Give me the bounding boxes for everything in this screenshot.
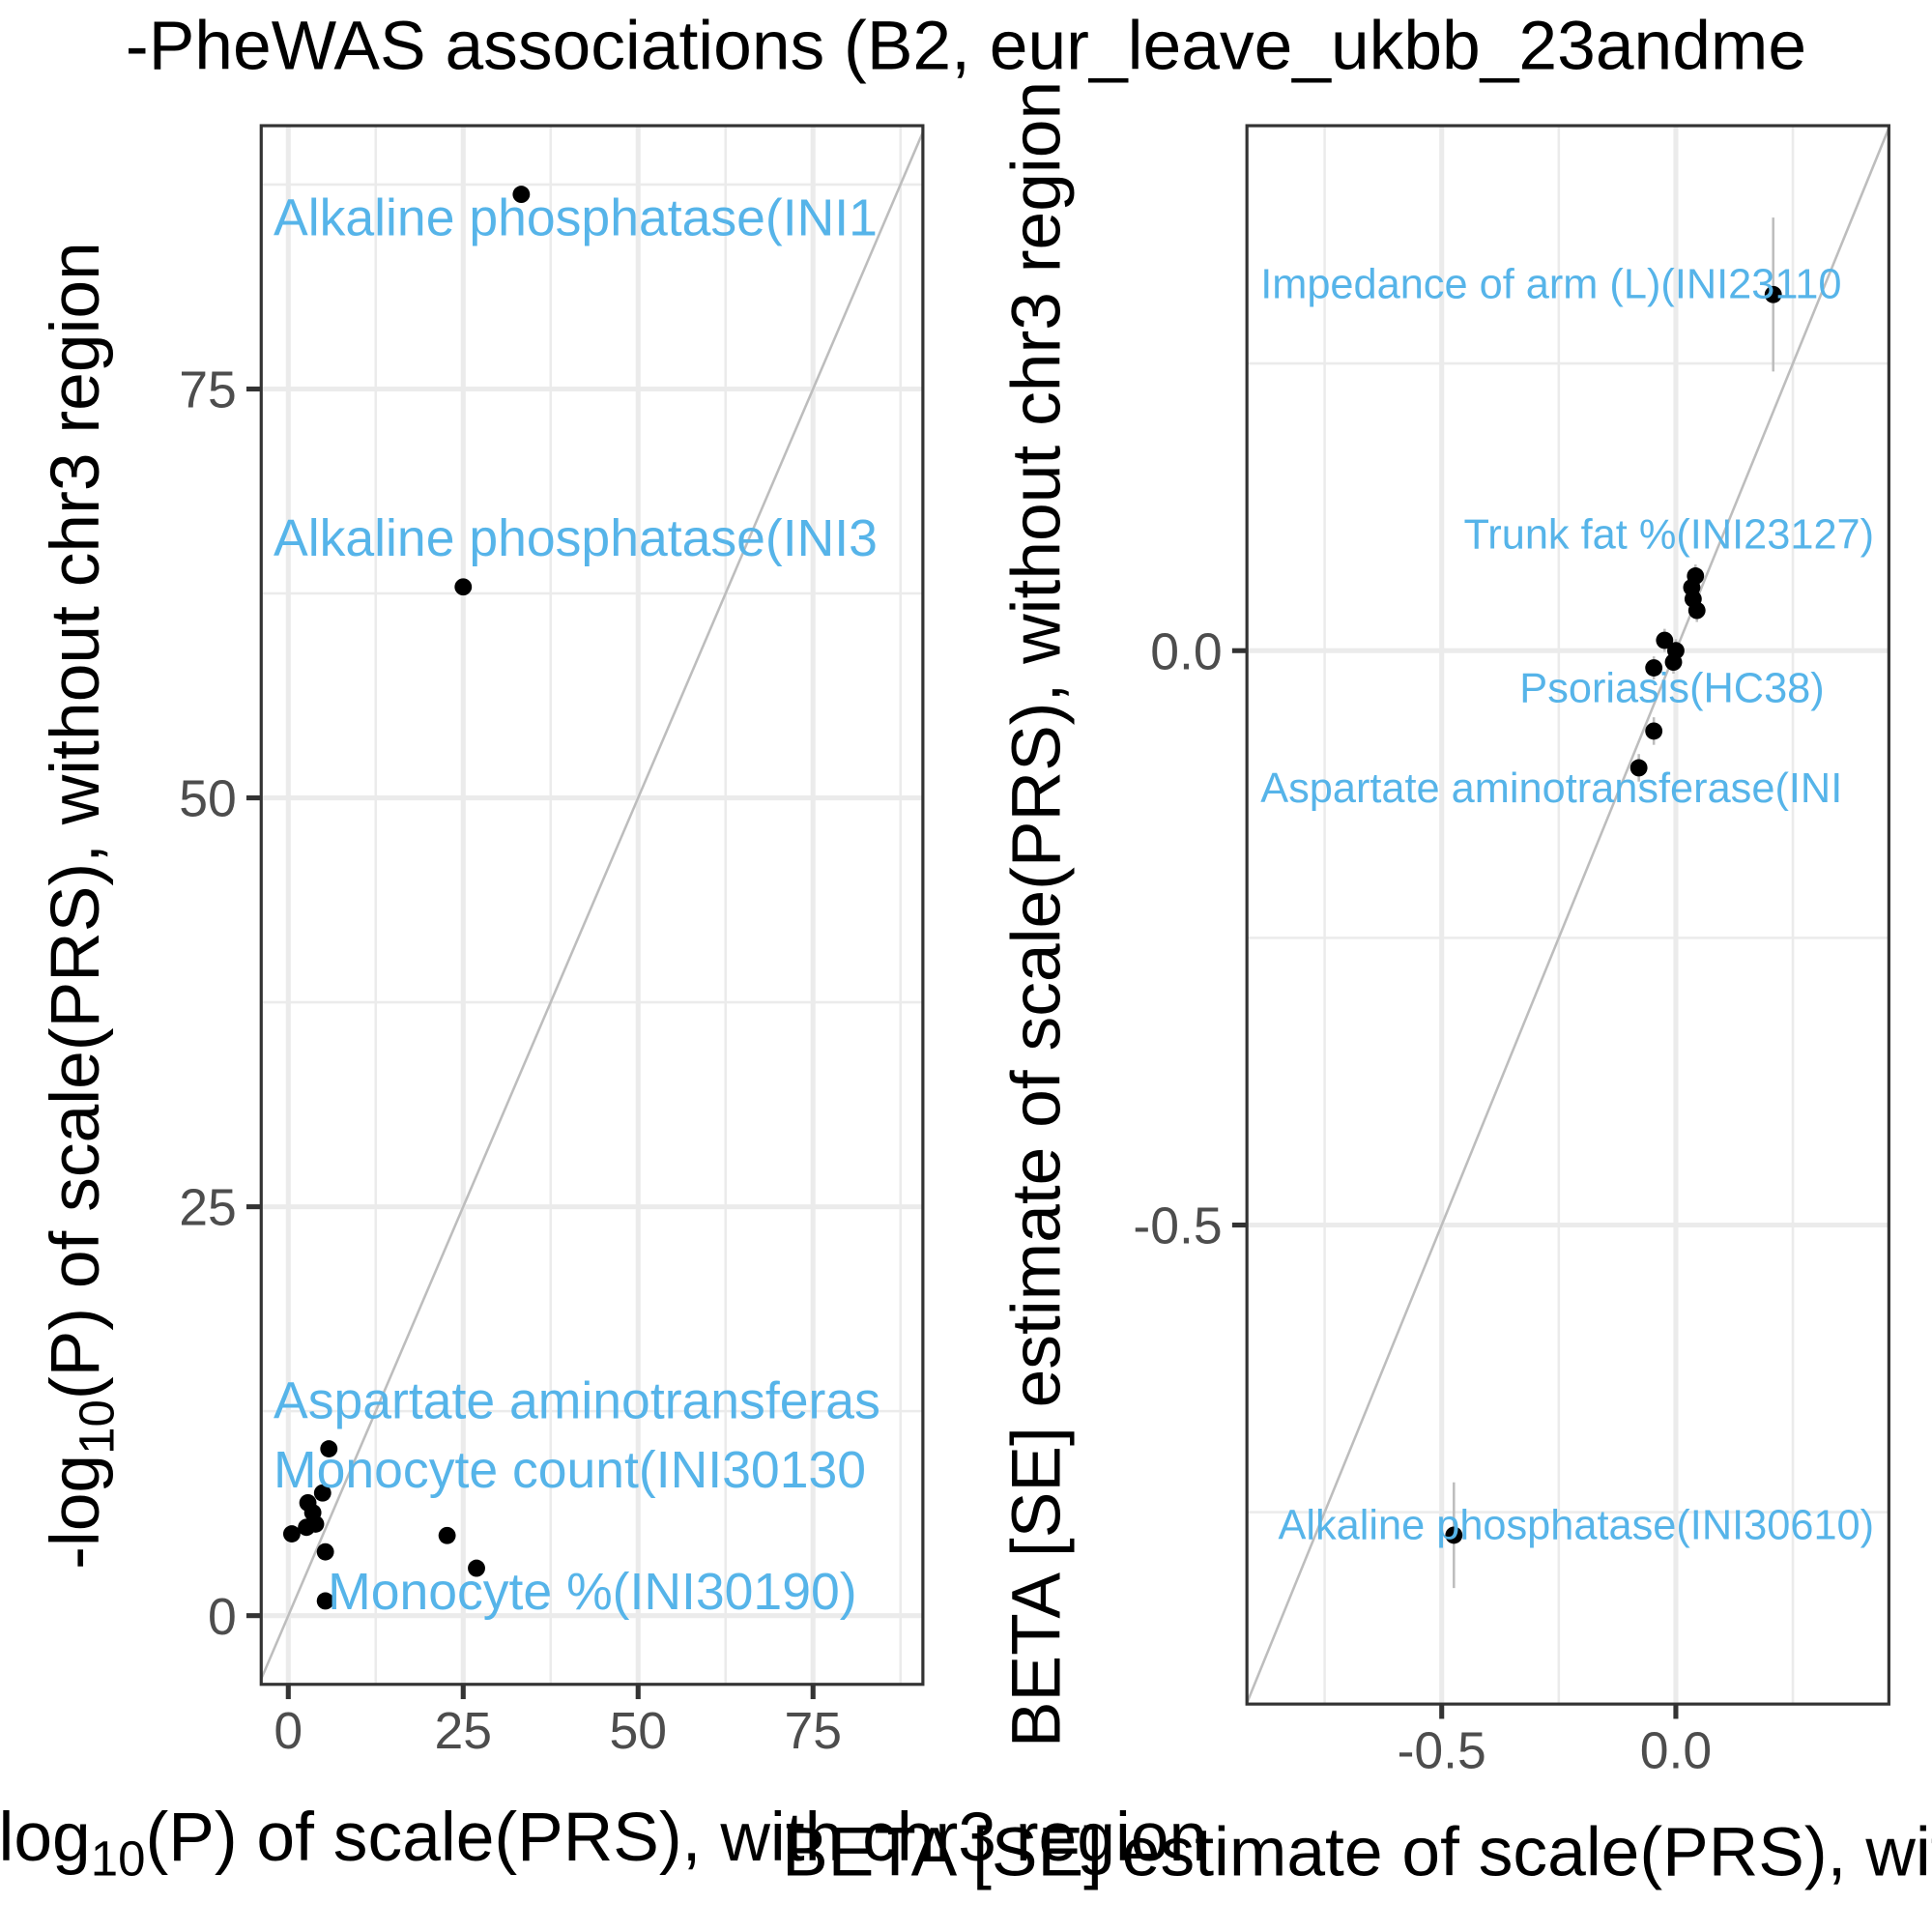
annotation: Psoriasis(HC38)	[1519, 666, 1824, 712]
panel: -0.5 0.0 -0.5 0.0 Impedance of arm (L)(INI23…	[782, 81, 1932, 1891]
y-tick-label: 0	[208, 1589, 237, 1646]
panel-border	[1245, 124, 1890, 1706]
x-tick-label: 50	[609, 1703, 667, 1760]
point	[316, 1543, 334, 1561]
annotation: Aspartate aminotransferase(INI	[1260, 765, 1842, 812]
x-tick-label: 75	[784, 1703, 842, 1760]
x-axis-title: BETA [SE] estimate of scale(PRS), with c…	[782, 1813, 1932, 1890]
point	[1764, 285, 1782, 303]
y-axis-title: BETA [SE] estimate of scale(PRS), withou…	[997, 81, 1075, 1747]
identity-line	[1247, 127, 1889, 1704]
point	[1656, 631, 1674, 649]
point	[512, 186, 531, 204]
annotation: Alkaline phosphatase(INI1	[274, 190, 878, 247]
x-axis-title-part: BETA [SE] estimate of scale(PRS), with c…	[782, 1813, 1932, 1890]
annotation: Aspartate aminotransferas	[274, 1372, 880, 1429]
point	[313, 1484, 332, 1502]
y-tick-label: -0.5	[1133, 1198, 1222, 1255]
y-tick-label: 50	[179, 771, 237, 828]
y-axis-title-part: -log	[37, 1455, 114, 1570]
annotation: Monocyte count(INI30130	[274, 1442, 866, 1499]
y-axis-title-part: BETA [SE] estimate of scale(PRS), withou…	[997, 81, 1075, 1747]
annotation: Monocyte %(INI30190)	[328, 1564, 856, 1621]
point	[282, 1525, 301, 1543]
x-tick-label: -0.5	[1398, 1722, 1486, 1779]
x-axis-title-part: (P) of scale(PRS), with chr3 region	[145, 1799, 1207, 1876]
x-axis-title-part: -log	[0, 1799, 91, 1876]
figure-title: -PheWAS associations (B2, eur_leave_ukbb…	[126, 7, 1806, 84]
x-axis-title-subscript: 10	[91, 1831, 146, 1886]
plot-content: Impedance of arm (L)(INI23110 Trunk fat %…	[1247, 127, 1889, 1704]
point	[438, 1526, 456, 1544]
point	[454, 578, 473, 596]
point	[1445, 1526, 1463, 1544]
x-tick-label: 25	[434, 1703, 492, 1760]
plot-content: Alkaline phosphatase(INI1 Alkaline phosph…	[261, 131, 923, 1680]
point	[1629, 759, 1648, 777]
point	[298, 1518, 316, 1537]
point	[1687, 601, 1706, 620]
x-axis-title: -log10(P) of scale(PRS), with chr3 regio…	[0, 1799, 1207, 1886]
y-axis-title-part: (P) of scale(PRS), without chr3 region	[37, 242, 114, 1399]
point	[1645, 722, 1663, 740]
y-tick-label: 25	[179, 1180, 237, 1237]
identity-line	[261, 131, 923, 1680]
annotation: Alkaline phosphatase(INI30610)	[1278, 1502, 1874, 1548]
point	[1664, 653, 1683, 672]
point	[316, 1592, 334, 1610]
y-axis-title-subscript: 10	[69, 1399, 124, 1455]
annotation: Impedance of arm (L)(INI23110	[1260, 262, 1841, 308]
panel-border	[259, 124, 925, 1687]
point	[468, 1559, 485, 1577]
point	[320, 1440, 338, 1457]
y-axis-title: -log10(P) of scale(PRS), without chr3 re…	[37, 242, 124, 1570]
annotation: Trunk fat %(INI23127)	[1463, 511, 1874, 558]
y-tick-label: 0.0	[1150, 623, 1222, 680]
annotation: Alkaline phosphatase(INI3	[274, 510, 878, 567]
y-tick-label: 75	[179, 362, 237, 419]
point	[1645, 659, 1663, 677]
x-tick-label: 0.0	[1640, 1722, 1712, 1779]
x-tick-label: 0	[274, 1703, 303, 1760]
